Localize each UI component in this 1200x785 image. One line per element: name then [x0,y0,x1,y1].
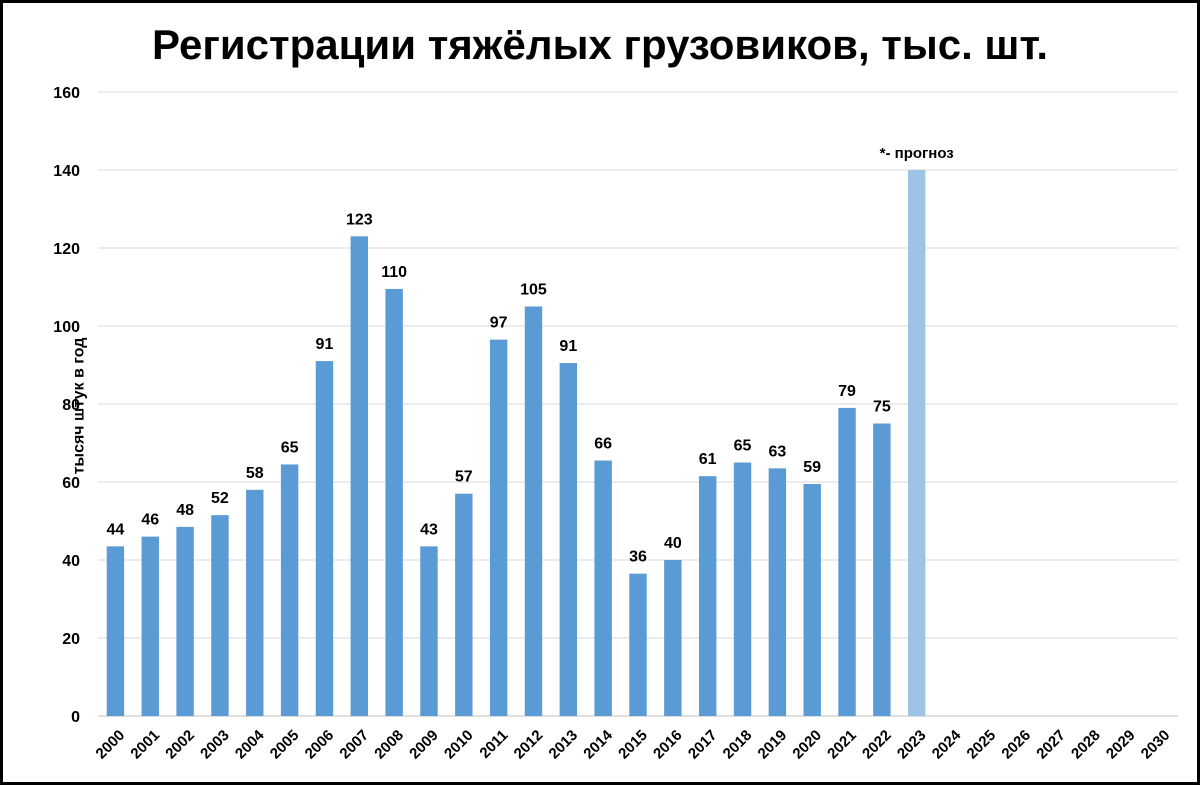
data-label-2001: 46 [141,512,159,529]
bar-2017 [698,476,717,716]
bar-2020 [803,483,821,716]
y-tick-label: 0 [71,709,80,726]
x-tick-label: 2016 [650,727,686,763]
y-tick-label: 140 [53,163,80,180]
x-tick-label: 2020 [789,727,825,763]
x-tick-label: 2010 [441,727,477,763]
y-tick-label: 60 [62,475,80,492]
x-tick-label: 2017 [685,727,721,763]
bar-2009 [420,546,438,716]
y-tick-label: 20 [62,631,80,648]
bar-2013 [559,363,578,716]
x-tick-label: 2019 [755,727,791,763]
data-label-2012: 105 [520,282,547,299]
x-tick-label: 2007 [336,727,372,763]
bar-2008 [385,288,403,716]
bar-2005 [280,464,299,716]
bar-2001 [141,536,159,716]
bar-2000 [106,546,125,716]
x-tick-label: 2024 [929,726,965,762]
y-tick-label: 40 [62,553,80,570]
x-tick-label: 2023 [894,727,930,763]
bar-2014 [594,460,612,716]
data-label-2002: 48 [176,502,194,519]
x-tick-label: 2025 [964,727,1000,763]
x-tick-label: 2000 [93,727,129,763]
bar-2006 [315,361,334,716]
chart-title: Регистрации тяжёлых грузовиков, тыс. шт. [152,21,1048,68]
y-tick-label: 160 [53,85,80,102]
data-label-2011: 97 [490,315,508,332]
annotations: *- прогноз [880,145,954,162]
bar-2021 [838,407,856,716]
data-label-2016: 40 [664,535,682,552]
x-tick-label: 2002 [162,727,198,763]
x-tick-label: 2003 [197,727,233,763]
x-tick-label: 2014 [580,726,616,762]
data-label-2000: 44 [107,521,125,538]
gridlines [98,91,1178,717]
data-label-2007: 123 [346,211,373,228]
bar-2015 [629,573,647,716]
x-tick-label: 2012 [511,727,547,763]
y-axis-ticks: 0 20 40 60 80 100 120 140 160 [53,85,80,726]
data-label-2013: 91 [559,338,577,355]
bar-2016 [664,560,682,716]
data-label-2008: 110 [381,264,407,281]
x-tick-label: 2029 [1103,727,1139,763]
bar-2023 [908,170,926,716]
bar-2003 [211,515,229,716]
bar-2018 [733,462,752,716]
y-tick-label: 80 [62,397,80,414]
bar-2002 [176,526,194,716]
x-axis-ticks: 2000 2001 2002 2003 2004 2005 2006 2007 2008 2009… [93,726,1174,762]
x-tick-label: 2021 [824,727,860,763]
bar-2022 [873,423,891,716]
x-tick-label: 2030 [1138,727,1174,763]
data-label-2003: 52 [211,490,229,507]
bar-2019 [768,468,787,716]
x-tick-label: 2022 [859,727,895,763]
x-tick-label: 2008 [371,727,407,763]
bar-2011 [489,339,508,716]
bar-2010 [455,493,473,716]
x-tick-label: 2001 [127,727,163,763]
forecast-annotation: *- прогноз [880,145,954,162]
data-label-2019: 63 [768,443,786,460]
x-tick-label: 2013 [546,727,582,763]
x-tick-label: 2027 [1033,727,1069,763]
data-label-2020: 59 [803,459,821,476]
data-label-2014: 66 [594,436,612,453]
bars [106,170,926,717]
bar-2007 [350,236,368,717]
data-label-2006: 91 [316,336,334,353]
x-tick-label: 2009 [406,727,442,763]
data-labels: 44 46 48 52 58 65 91 123 110 43 57 97 105 91 66 36 40 61 6… [107,211,891,565]
data-label-2005: 65 [281,439,299,456]
data-label-2018: 65 [734,438,752,455]
x-tick-label: 2004 [232,726,268,762]
data-label-2017: 61 [699,451,717,468]
x-tick-label: 2006 [302,727,338,763]
bar-2012 [524,306,543,716]
x-tick-label: 2026 [998,727,1034,763]
data-label-2022: 75 [873,399,891,416]
x-tick-label: 2005 [267,727,303,763]
data-label-2015: 36 [629,549,647,566]
y-tick-label: 100 [53,319,80,336]
x-tick-label: 2011 [476,727,511,762]
x-tick-label: 2018 [720,727,756,763]
y-tick-label: 120 [53,241,80,258]
x-tick-label: 2028 [1068,727,1104,763]
bar-2004 [246,489,264,716]
data-label-2010: 57 [455,469,473,486]
x-tick-label: 2015 [615,727,651,763]
data-label-2004: 58 [246,465,264,482]
data-label-2009: 43 [420,521,438,538]
data-label-2021: 79 [838,383,856,400]
